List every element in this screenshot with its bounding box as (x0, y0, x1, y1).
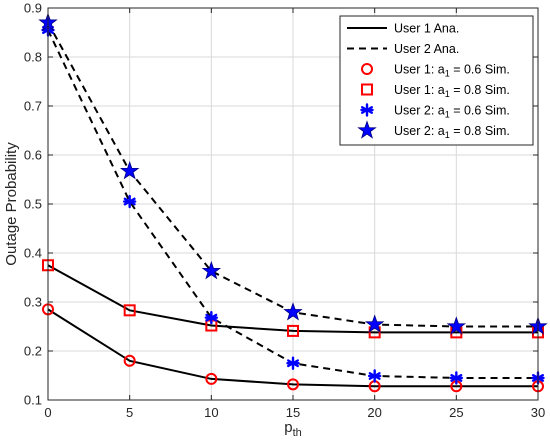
legend-marker-square (361, 83, 373, 96)
data-point-circle (205, 372, 218, 385)
legend-box (339, 15, 534, 146)
x-tick-label: 5 (126, 405, 133, 420)
x-tick-label: 10 (204, 405, 218, 420)
x-axis-label: pth (284, 419, 302, 439)
y-tick-label: 0.3 (24, 295, 42, 310)
y-axis-label: Outage Probability (3, 142, 20, 266)
legend-marker-asterisk (360, 103, 374, 117)
legend-entry: User 2: a1 = 0.6 Sim. (394, 104, 510, 120)
y-tick-label: 0.1 (24, 393, 42, 408)
y-tick-label: 0.4 (24, 246, 42, 261)
y-tick-label: 0.2 (24, 344, 42, 359)
legend-marker-star (357, 120, 377, 139)
x-tick-label: 0 (44, 405, 51, 420)
data-point-asterisk (204, 310, 219, 325)
x-tick-label: 25 (449, 405, 463, 420)
legend-marker-circle (361, 63, 373, 75)
y-tick-label: 0.7 (24, 99, 42, 114)
x-tick-label: 20 (367, 405, 381, 420)
data-point-circle (287, 378, 299, 391)
y-tick-label: 0.6 (24, 148, 42, 163)
data-point-asterisk (122, 194, 137, 209)
y-tick-label: 0.8 (24, 50, 42, 65)
data-point-circle (123, 354, 136, 367)
user1-analytic-curve (47, 264, 538, 334)
legend: User 1 Ana. User 2 Ana. User 1: a1 = 0.6 S… (339, 15, 534, 146)
x-tick-label: 15 (286, 405, 300, 420)
data-point-asterisk (286, 356, 300, 370)
data-point-square (123, 304, 136, 317)
legend-entry: User 2 Ana. (394, 42, 459, 56)
legend-entry: User 1: a1 = 0.6 Sim. (394, 63, 510, 79)
data-point-star (283, 302, 303, 321)
data-point-asterisk (367, 369, 382, 383)
data-point-square (287, 324, 299, 337)
x-tick-label: 30 (531, 405, 545, 420)
y-tick-label: 0.5 (24, 197, 42, 212)
legend-entry: User 1: a1 = 0.8 Sim. (394, 83, 510, 99)
legend-entry: User 2: a1 = 0.8 Sim. (394, 124, 510, 140)
data-point-asterisk (449, 371, 464, 385)
axis-ticks: 0 5 10 15 20 25 30 0.1 0.2 0.3 0.4 0.5 0.6 0.7 0.8 0.9 (24, 1, 545, 421)
data-point-star (364, 314, 385, 333)
legend-entry: User 1 Ana. (394, 22, 459, 36)
y-tick-label: 0.9 (24, 1, 42, 16)
data-point-star (446, 316, 467, 335)
data-point-star (119, 160, 140, 180)
user1-analytic-curve (47, 308, 538, 388)
data-point-star (201, 260, 222, 280)
